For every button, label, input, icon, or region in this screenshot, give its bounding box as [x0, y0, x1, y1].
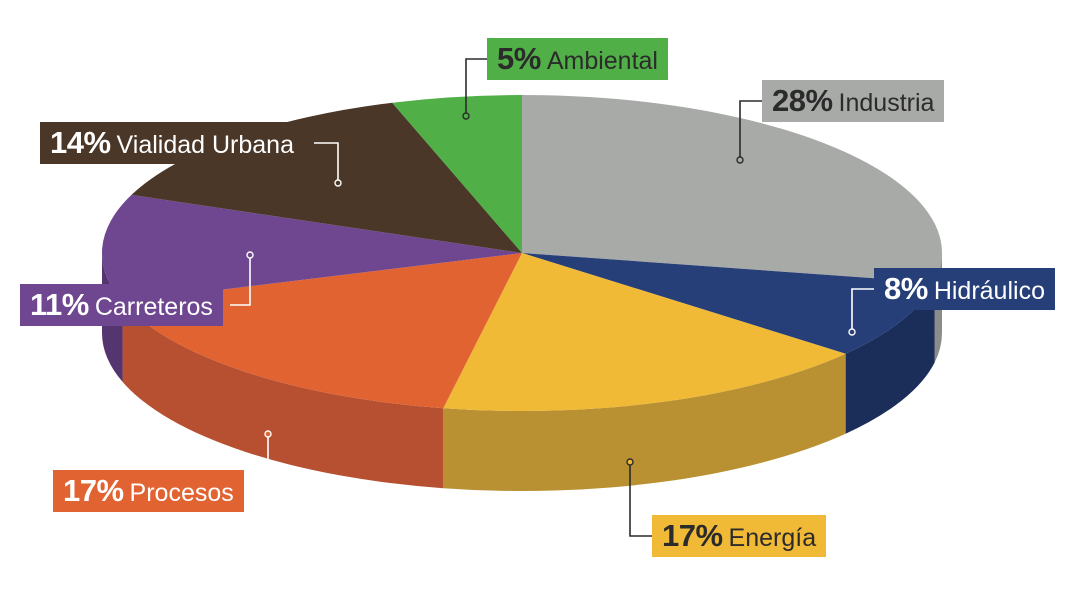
label-industria-percent: 28%	[772, 83, 833, 118]
leader-dot-carreteros	[246, 251, 254, 259]
label-energia-percent: 17%	[662, 518, 723, 553]
leader-line-energia	[629, 462, 652, 537]
slice-energia	[443, 253, 846, 411]
label-hidraulico-percent: 8%	[884, 271, 928, 306]
label-industria-name: Industria	[838, 89, 935, 117]
leader-dot-procesos	[264, 430, 272, 438]
slice-ambiental	[392, 95, 522, 253]
slice-industria	[522, 95, 943, 283]
leader-dot-industria	[736, 156, 744, 164]
leader-line-vialidad-urbana	[314, 142, 339, 183]
leader-line-procesos	[246, 434, 269, 492]
label-vialidad-urbana-name: Vialidad Urbana	[116, 131, 294, 159]
label-ambiental: 5% Ambiental	[487, 38, 668, 80]
label-hidraulico-name: Hidráulico	[933, 277, 1045, 305]
label-carreteros-name: Carreteros	[94, 293, 213, 321]
leader-line-carreteros	[230, 255, 251, 306]
leader-dot-hidraulico	[848, 328, 856, 336]
leader-dot-energia	[626, 458, 634, 466]
leader-dot-vialidad-urbana	[334, 179, 342, 187]
label-procesos-percent: 17%	[63, 473, 124, 508]
label-industria: 28% Industria	[762, 80, 945, 122]
leader-line-industria	[739, 100, 762, 160]
leader-line-ambiental	[465, 58, 487, 116]
label-energia-name: Energía	[728, 524, 817, 552]
label-carreteros-percent: 11%	[30, 287, 89, 322]
label-vialidad-urbana-percent: 14%	[50, 125, 111, 160]
leader-line-hidraulico	[851, 288, 874, 332]
leader-dot-ambiental	[462, 112, 470, 120]
label-carreteros: 11% Carreteros	[20, 284, 223, 326]
label-ambiental-percent: 5%	[497, 41, 541, 76]
slice-hidraulico	[522, 253, 935, 354]
label-energia: 17% Energía	[652, 515, 827, 557]
side-procesos	[122, 301, 444, 489]
label-procesos-name: Procesos	[129, 479, 234, 507]
label-hidraulico: 8% Hidráulico	[874, 268, 1055, 310]
label-vialidad-urbana: 14% Vialidad Urbana	[40, 122, 304, 164]
label-procesos: 17% Procesos	[53, 470, 244, 512]
slice-carreteros	[101, 194, 522, 302]
side-energia	[443, 353, 846, 491]
side-hidraulico	[845, 282, 935, 434]
label-ambiental-name: Ambiental	[546, 47, 658, 75]
